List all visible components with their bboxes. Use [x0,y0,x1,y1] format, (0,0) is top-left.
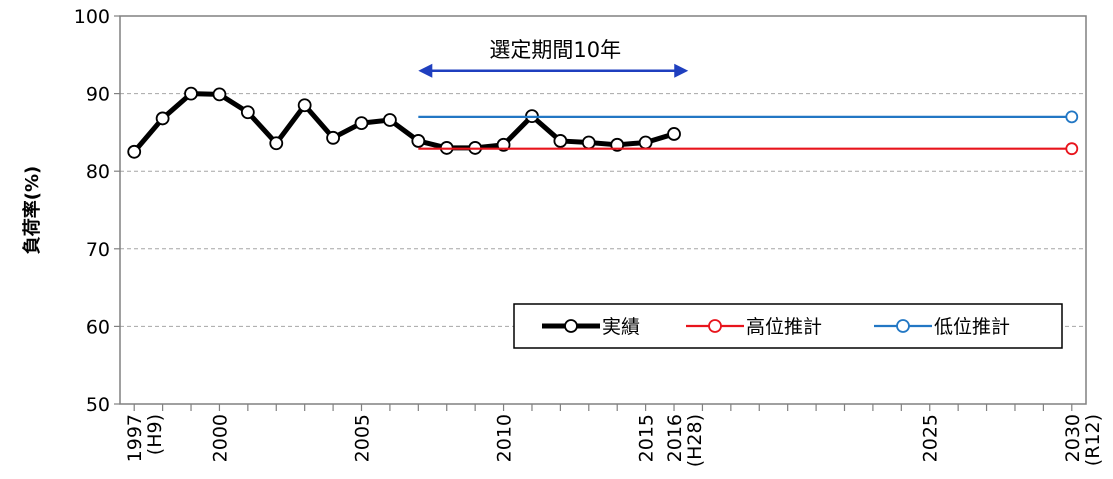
x-tick-label: 2010 [494,414,516,462]
x-tick-label: 2030 [1062,414,1084,462]
y-axis-label: 負荷率(%) [21,166,43,255]
data-point [326,130,340,145]
data-point [297,98,312,113]
series-lines [127,86,1079,159]
x-tick-sublabel: (H9) [144,414,166,455]
period-annotation: 選定期間10年 [418,38,689,78]
data-point [184,86,198,101]
data-point [354,116,369,130]
legend-swatch-marker [896,319,910,333]
data-point [667,127,681,141]
data-point [553,134,568,148]
x-tick-sublabel: (R12) [1082,414,1104,466]
x-tick-sublabel: (H28) [684,414,706,467]
data-point [638,135,653,150]
legend: 実績 高位推計 低位推計 [513,303,1063,349]
data-point [212,87,227,102]
legend-box [513,303,1063,349]
data-point [127,144,142,159]
annotation-text: 選定期間10年 [489,38,621,62]
data-point [155,111,170,126]
y-tick-label: 50 [86,394,110,416]
y-axis-ticks: 50 60 70 80 90 100 [74,6,120,416]
legend-label: 高位推計 [746,316,822,338]
y-tick-label: 60 [86,316,110,338]
y-tick-label: 90 [86,84,110,106]
x-tick-label: 1997 [124,414,146,462]
data-point [383,113,397,127]
x-tick-label: 2005 [352,414,374,462]
x-tick-label: 2016 [664,414,686,462]
y-tick-label: 70 [86,239,110,261]
x-tick-label: 2015 [636,414,658,462]
data-point [1065,110,1079,124]
y-tick-label: 80 [86,161,110,183]
legend-label: 実績 [602,316,640,338]
legend-swatch-marker [708,319,722,333]
legend-label: 低位推計 [934,316,1010,338]
x-axis-ticks: 1997(H9) 2000 2005 2010 2015 2016(H28) 2025 203… [124,404,1104,467]
legend-swatch-marker [564,319,578,333]
annotation-arrow-left-head [418,63,433,78]
data-point [240,105,255,120]
data-point [411,134,426,148]
data-point [269,136,284,151]
plot-area-border [119,15,1087,405]
y-tick-label: 100 [74,6,110,28]
x-tick-label: 2000 [209,414,231,462]
data-point [581,135,596,150]
annotation-arrow-right-head [674,63,689,78]
data-point [1065,142,1079,156]
x-tick-label: 2025 [920,414,942,462]
